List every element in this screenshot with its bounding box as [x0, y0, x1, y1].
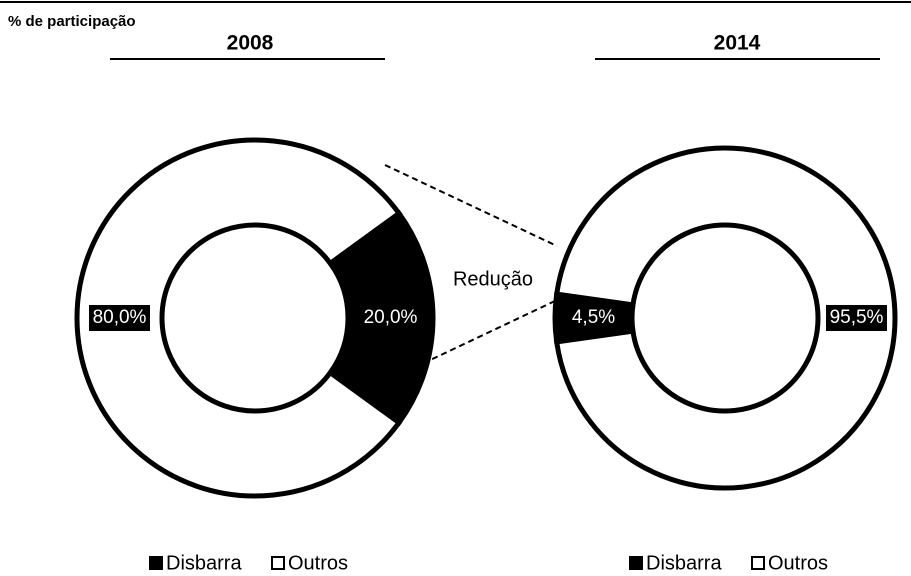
data-label: 20,0%: [364, 307, 418, 328]
legend-swatch: [271, 556, 285, 570]
label-background: [360, 305, 421, 331]
annotation: Redução: [453, 268, 533, 290]
legend-label: Outros: [768, 552, 828, 574]
legend-label: Disbarra: [646, 552, 722, 574]
label-background: [568, 305, 619, 331]
legend-label: Disbarra: [166, 552, 242, 574]
label-background: [826, 305, 887, 331]
legend-swatch: [751, 556, 765, 570]
subtitle: 2014: [714, 32, 761, 55]
label-background: [89, 305, 150, 331]
subtitle: 2008: [227, 32, 274, 55]
connector: [404, 299, 558, 373]
connector: [384, 164, 558, 247]
chart-title: % de participação: [8, 13, 136, 30]
donut-segment: [74, 137, 403, 499]
donut-segment: [553, 145, 898, 491]
data-label: 4,5%: [572, 307, 615, 328]
legend-swatch: [629, 556, 643, 570]
data-label: 80,0%: [93, 307, 147, 328]
data-label: 95,5%: [830, 307, 884, 328]
legend-label: Outros: [288, 552, 348, 574]
legend-swatch: [149, 556, 163, 570]
